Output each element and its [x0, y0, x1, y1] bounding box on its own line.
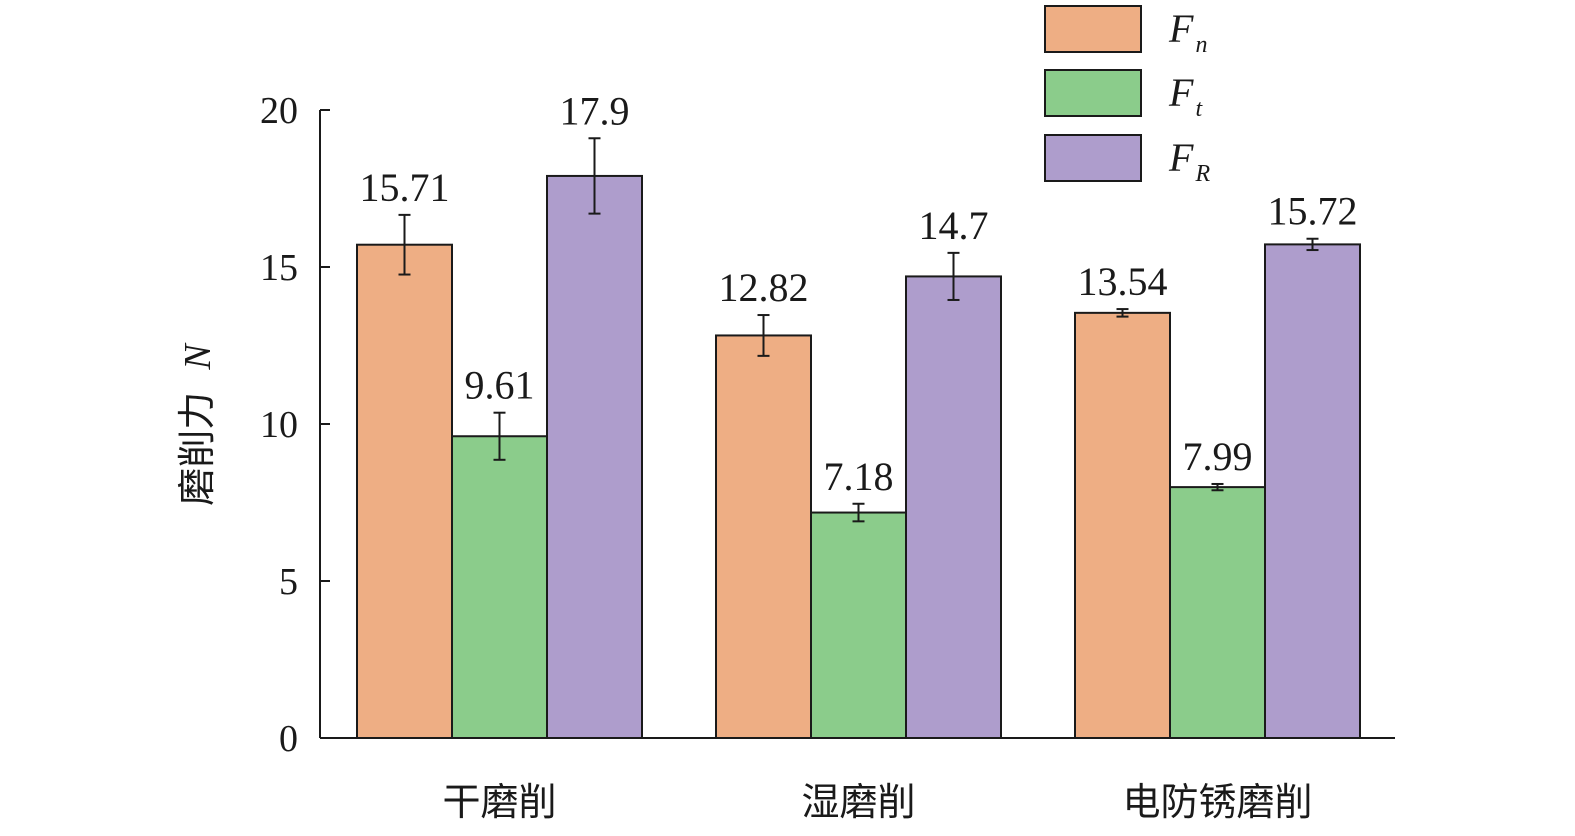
data-label: 15.71	[360, 165, 450, 210]
y-axis-title: 磨削力 N	[175, 342, 219, 506]
legend-label: Ft	[1168, 70, 1203, 122]
legend-label: Fn	[1168, 6, 1207, 58]
category-label: 电防锈磨削	[1122, 780, 1312, 824]
legend: Fn Ft FR	[1044, 5, 1210, 187]
bar	[546, 174, 643, 739]
data-label: 15.72	[1268, 189, 1358, 234]
legend-swatch	[1044, 5, 1142, 53]
bar	[715, 334, 812, 739]
category-labels: 干磨削 湿磨削 电防锈磨削	[442, 780, 1312, 824]
legend-swatch	[1044, 69, 1142, 117]
category-label: 干磨削	[442, 780, 556, 824]
data-label: 9.61	[465, 363, 535, 408]
bar	[1074, 311, 1171, 739]
value-labels: 15.71 9.61 17.9 12.82 7.18 14.7 13.54 7.99 15.72	[360, 88, 1358, 498]
bar	[356, 243, 453, 739]
data-label: 7.99	[1183, 434, 1253, 479]
bar	[905, 275, 1002, 739]
bar	[451, 435, 548, 739]
bar	[1169, 486, 1266, 740]
data-label: 7.18	[824, 454, 894, 499]
category-label: 湿磨削	[801, 780, 915, 824]
y-tick-label: 10	[260, 404, 298, 446]
y-tick-label: 20	[260, 90, 298, 132]
y-tick-label: 5	[279, 561, 298, 603]
legend-label: FR	[1168, 135, 1210, 187]
bar	[810, 511, 907, 739]
bars	[356, 137, 1361, 740]
legend-swatch	[1044, 134, 1142, 182]
y-tick-label: 0	[279, 718, 298, 760]
y-axis-unit: N	[177, 342, 219, 371]
data-label: 12.82	[719, 265, 809, 310]
axes: 0 5 10 15 20	[260, 90, 1395, 760]
data-label: 14.7	[919, 203, 989, 248]
y-axis-label: 磨削力	[175, 392, 219, 506]
bar	[1264, 243, 1361, 739]
y-tick-label: 15	[260, 247, 298, 289]
data-label: 17.9	[560, 88, 630, 133]
data-label: 13.54	[1078, 259, 1168, 304]
